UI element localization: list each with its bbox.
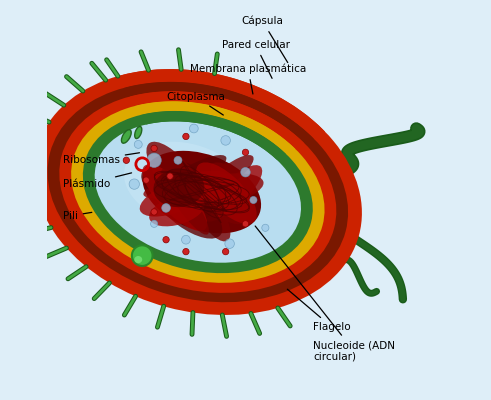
Polygon shape: [130, 91, 305, 149]
Ellipse shape: [123, 157, 130, 164]
Text: Citoplasma: Citoplasma: [166, 92, 225, 115]
Ellipse shape: [163, 236, 169, 243]
Ellipse shape: [124, 142, 248, 226]
Ellipse shape: [153, 169, 204, 207]
Polygon shape: [140, 111, 286, 160]
Ellipse shape: [143, 177, 149, 183]
Ellipse shape: [162, 204, 170, 212]
Ellipse shape: [210, 193, 247, 224]
Ellipse shape: [59, 91, 336, 293]
Ellipse shape: [250, 196, 257, 204]
Text: Flagelo: Flagelo: [287, 289, 351, 332]
Text: Membrana plasmática: Membrana plasmática: [190, 64, 306, 94]
Ellipse shape: [134, 256, 142, 263]
Text: Ribosomas: Ribosomas: [63, 153, 139, 165]
Ellipse shape: [121, 130, 131, 143]
Ellipse shape: [147, 153, 161, 168]
Ellipse shape: [188, 182, 230, 242]
Ellipse shape: [243, 149, 248, 156]
Ellipse shape: [153, 177, 199, 210]
Polygon shape: [118, 69, 325, 139]
Ellipse shape: [48, 82, 348, 302]
Ellipse shape: [132, 245, 153, 266]
Ellipse shape: [183, 133, 189, 140]
Text: Plásmido: Plásmido: [63, 173, 132, 189]
Ellipse shape: [225, 239, 234, 248]
Ellipse shape: [222, 248, 229, 255]
Ellipse shape: [140, 178, 213, 216]
Polygon shape: [124, 82, 314, 144]
Ellipse shape: [203, 165, 262, 222]
Ellipse shape: [167, 173, 173, 179]
Text: Pili: Pili: [63, 211, 92, 221]
Text: Pared celular: Pared celular: [221, 40, 290, 78]
Ellipse shape: [34, 69, 362, 315]
Ellipse shape: [149, 195, 205, 226]
Ellipse shape: [221, 136, 230, 145]
Ellipse shape: [183, 248, 189, 255]
Ellipse shape: [146, 142, 212, 218]
Ellipse shape: [142, 151, 261, 233]
Ellipse shape: [262, 224, 269, 231]
Ellipse shape: [241, 168, 250, 177]
Ellipse shape: [210, 162, 253, 195]
Ellipse shape: [71, 101, 325, 283]
Ellipse shape: [182, 235, 191, 244]
Ellipse shape: [161, 155, 226, 193]
Polygon shape: [135, 101, 295, 154]
Text: Cápsula: Cápsula: [242, 16, 288, 62]
Ellipse shape: [151, 145, 157, 152]
Ellipse shape: [135, 126, 142, 138]
Text: Nucleoide (ADN
circular): Nucleoide (ADN circular): [255, 226, 395, 362]
Ellipse shape: [154, 167, 218, 204]
Ellipse shape: [129, 179, 139, 189]
Ellipse shape: [207, 155, 254, 192]
Ellipse shape: [151, 220, 158, 228]
Ellipse shape: [134, 140, 142, 148]
Ellipse shape: [151, 209, 157, 215]
Ellipse shape: [95, 121, 301, 263]
Ellipse shape: [243, 221, 248, 227]
Ellipse shape: [155, 184, 222, 239]
Ellipse shape: [83, 111, 313, 273]
Ellipse shape: [196, 162, 257, 224]
Ellipse shape: [147, 186, 230, 208]
Ellipse shape: [143, 171, 227, 199]
Ellipse shape: [161, 169, 209, 235]
Ellipse shape: [142, 164, 207, 231]
Ellipse shape: [141, 159, 203, 198]
Ellipse shape: [190, 124, 198, 133]
Ellipse shape: [171, 173, 264, 208]
Ellipse shape: [174, 156, 182, 164]
